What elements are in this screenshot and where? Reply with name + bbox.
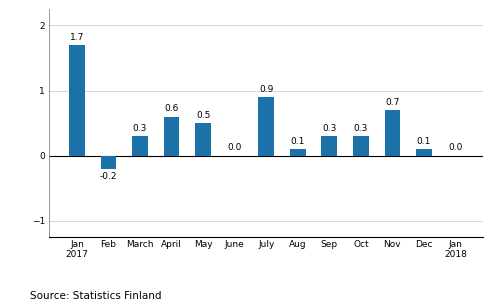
Text: 0.0: 0.0 bbox=[448, 143, 463, 152]
Text: 0.9: 0.9 bbox=[259, 85, 274, 94]
Bar bbox=[132, 136, 148, 156]
Text: 0.6: 0.6 bbox=[164, 104, 179, 113]
Text: 0.3: 0.3 bbox=[353, 124, 368, 133]
Bar bbox=[195, 123, 211, 156]
Text: 0.7: 0.7 bbox=[385, 98, 400, 107]
Bar bbox=[164, 117, 179, 156]
Text: 0.5: 0.5 bbox=[196, 111, 211, 120]
Text: 1.7: 1.7 bbox=[70, 33, 84, 42]
Text: Source: Statistics Finland: Source: Statistics Finland bbox=[30, 291, 161, 301]
Text: 0.0: 0.0 bbox=[227, 143, 242, 152]
Bar bbox=[101, 156, 116, 169]
Bar bbox=[258, 97, 274, 156]
Bar bbox=[353, 136, 369, 156]
Text: 0.3: 0.3 bbox=[322, 124, 337, 133]
Bar bbox=[416, 149, 432, 156]
Bar bbox=[69, 45, 85, 156]
Bar bbox=[385, 110, 400, 156]
Bar bbox=[321, 136, 337, 156]
Text: 0.3: 0.3 bbox=[133, 124, 147, 133]
Bar bbox=[290, 149, 306, 156]
Text: 0.1: 0.1 bbox=[417, 137, 431, 146]
Text: -0.2: -0.2 bbox=[100, 172, 117, 181]
Text: 0.1: 0.1 bbox=[290, 137, 305, 146]
